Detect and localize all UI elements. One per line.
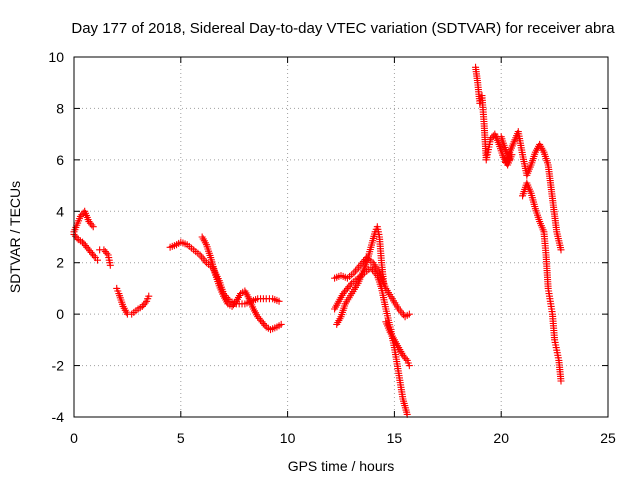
- y-tick-label: 6: [56, 152, 64, 168]
- series-arc6d: [382, 318, 413, 370]
- axis-ticks: [73, 56, 609, 418]
- x-axis-label: GPS time / hours: [288, 458, 395, 474]
- data-point: [93, 256, 101, 264]
- data-point: [261, 321, 269, 329]
- series-arc6c: [331, 254, 413, 321]
- y-tick-label: -2: [52, 358, 65, 374]
- data-point: [402, 355, 410, 363]
- data-point: [506, 156, 514, 164]
- data-point: [88, 221, 96, 229]
- x-tick-label: 25: [600, 430, 616, 446]
- y-tick-label: 0: [56, 306, 64, 322]
- data-point: [275, 297, 283, 305]
- data-point: [106, 261, 114, 269]
- series-arc6b: [333, 223, 388, 328]
- y-tick-label: 2: [56, 255, 64, 271]
- x-tick-label: 20: [493, 430, 509, 446]
- series-arc5: [198, 233, 285, 334]
- grid-lines: [74, 57, 608, 417]
- x-tick-label: 10: [280, 430, 296, 446]
- data-point: [141, 299, 149, 307]
- series-arc2: [96, 246, 114, 269]
- data-point: [103, 249, 111, 257]
- x-tick-label: 0: [70, 430, 78, 446]
- data-point: [557, 377, 565, 385]
- data-point: [89, 223, 97, 231]
- y-tick-label: 8: [56, 100, 64, 116]
- data-series: [70, 63, 565, 418]
- y-tick-label: -4: [52, 409, 65, 425]
- data-point: [277, 320, 285, 328]
- y-tick-labels: -4 -2 0 2 4 6 8 10: [48, 49, 64, 425]
- y-axis-label: SDTVAR / TECUs: [7, 181, 23, 293]
- data-point: [557, 246, 565, 254]
- data-point: [346, 281, 354, 289]
- series-arc7a: [472, 63, 516, 169]
- series-arc7d: [493, 133, 514, 164]
- y-tick-label: 4: [56, 203, 64, 219]
- plot-border: [73, 56, 609, 418]
- series-arc3: [113, 284, 153, 318]
- y-tick-label: 10: [48, 49, 64, 65]
- x-tick-labels: 0 5 10 15 20 25: [70, 430, 616, 446]
- data-point: [405, 362, 413, 370]
- series-arc1b: [70, 230, 101, 264]
- x-tick-label: 15: [387, 430, 403, 446]
- data-point: [405, 310, 413, 318]
- data-point: [145, 292, 153, 300]
- series-arc7c: [519, 179, 565, 385]
- chart-title: Day 177 of 2018, Sidereal Day-to-day VTE…: [71, 20, 615, 37]
- data-point: [90, 252, 98, 260]
- data-point: [73, 234, 81, 242]
- x-tick-label: 5: [177, 430, 185, 446]
- data-point: [231, 299, 239, 307]
